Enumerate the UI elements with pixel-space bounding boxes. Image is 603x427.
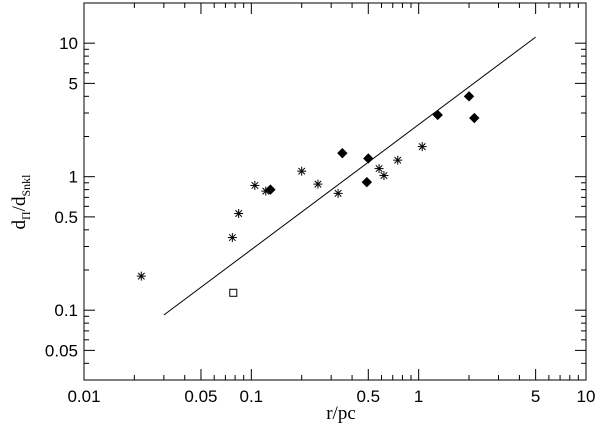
diamond-point bbox=[432, 109, 443, 121]
x-tick-label: 10 bbox=[577, 387, 596, 406]
asterisk-point bbox=[393, 155, 403, 165]
plot-frame bbox=[83, 2, 587, 381]
axis-ticks bbox=[83, 2, 587, 381]
x-axis-label: r/pc bbox=[326, 403, 356, 424]
asterisk-point bbox=[227, 233, 237, 243]
asterisk-point bbox=[417, 142, 427, 152]
y-axis-label-main: d bbox=[9, 219, 30, 229]
y-tick-label: 5 bbox=[69, 74, 78, 93]
y-tick-label: 0.05 bbox=[45, 341, 78, 360]
y-axis-label-slash: /d bbox=[9, 196, 30, 211]
y-tick-label: 10 bbox=[59, 34, 78, 53]
y-tick-labels: 0.05 0.1 0.5 1 5 10 bbox=[45, 34, 78, 360]
diamond-point bbox=[265, 184, 276, 195]
asterisk-point bbox=[379, 171, 389, 181]
diamond-point bbox=[361, 176, 373, 188]
x-tick-label: 0.05 bbox=[184, 387, 217, 406]
y-axis-label-sub2: Snkl bbox=[19, 174, 33, 197]
y-tick-label: 1 bbox=[69, 168, 78, 187]
diamond-point bbox=[337, 147, 348, 159]
diamond-point bbox=[463, 91, 475, 102]
open-square-point bbox=[229, 288, 238, 297]
x-tick-label: 0.1 bbox=[240, 387, 264, 406]
x-tick-label: 0.5 bbox=[356, 387, 380, 406]
asterisk-point bbox=[374, 164, 384, 174]
asterisk-point bbox=[234, 209, 244, 219]
y-axis-label-sub1: Π bbox=[19, 211, 33, 220]
y-tick-label: 0.1 bbox=[54, 301, 78, 320]
x-tick-label: 5 bbox=[531, 387, 540, 406]
x-tick-label: 0.01 bbox=[67, 387, 100, 406]
asterisk-point bbox=[297, 166, 307, 176]
x-tick-label: 1 bbox=[414, 387, 423, 406]
diamond-point bbox=[469, 112, 480, 124]
y-tick-label: 0.5 bbox=[54, 208, 78, 227]
y-axis-label: dΠ/dSnkl bbox=[9, 174, 33, 230]
data-points bbox=[136, 91, 480, 297]
fit-line bbox=[163, 36, 536, 316]
asterisk-point bbox=[333, 188, 343, 198]
asterisk-point bbox=[313, 179, 323, 189]
asterisk-point bbox=[250, 180, 260, 190]
asterisk-point bbox=[136, 271, 146, 281]
diamond-point bbox=[363, 153, 374, 164]
x-tick-labels: 0.01 0.05 0.1 0.5 1 5 10 bbox=[67, 387, 595, 406]
